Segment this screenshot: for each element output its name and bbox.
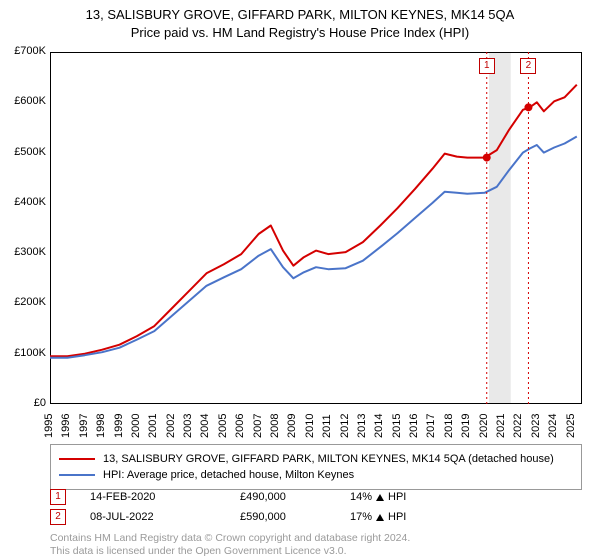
y-axis-tick-label: £200K bbox=[0, 296, 46, 308]
x-axis-tick-label: 2017 bbox=[425, 409, 439, 443]
x-axis-tick-label: 2015 bbox=[391, 409, 405, 443]
x-axis-tick-label: 2007 bbox=[252, 409, 266, 443]
x-axis-tick-label: 2008 bbox=[269, 409, 283, 443]
chart-svg bbox=[50, 52, 582, 404]
x-axis-tick-label: 2023 bbox=[530, 409, 544, 443]
sale-date: 08-JUL-2022 bbox=[90, 511, 240, 523]
x-axis-tick-label: 2011 bbox=[321, 409, 335, 443]
x-axis-tick-label: 2002 bbox=[165, 409, 179, 443]
x-axis-tick-label: 2014 bbox=[373, 409, 387, 443]
y-axis-tick-label: £400K bbox=[0, 196, 46, 208]
x-axis-tick-label: 2000 bbox=[130, 409, 144, 443]
legend-row: 13, SALISBURY GROVE, GIFFARD PARK, MILTO… bbox=[59, 451, 573, 467]
y-axis-tick-label: £100K bbox=[0, 347, 46, 359]
x-axis-tick-label: 1999 bbox=[113, 409, 127, 443]
x-axis-tick-label: 2001 bbox=[147, 409, 161, 443]
sale-date: 14-FEB-2020 bbox=[90, 491, 240, 503]
y-axis-tick-label: £600K bbox=[0, 95, 46, 107]
x-axis-tick-label: 2005 bbox=[217, 409, 231, 443]
x-axis-tick-label: 2003 bbox=[182, 409, 196, 443]
x-axis-tick-label: 2004 bbox=[199, 409, 213, 443]
legend-swatch bbox=[59, 474, 95, 476]
x-axis-tick-label: 1998 bbox=[95, 409, 109, 443]
footer: Contains HM Land Registry data © Crown c… bbox=[50, 532, 582, 558]
sale-pct: 17% HPI bbox=[350, 511, 450, 523]
legend-box: 13, SALISBURY GROVE, GIFFARD PARK, MILTO… bbox=[50, 444, 582, 490]
sale-index-badge: 1 bbox=[50, 489, 66, 505]
x-axis-tick-label: 2024 bbox=[547, 409, 561, 443]
x-axis-tick-label: 2021 bbox=[495, 409, 509, 443]
sale-index-badge: 2 bbox=[50, 509, 66, 525]
sale-price: £490,000 bbox=[240, 491, 350, 503]
x-axis-tick-label: 1996 bbox=[60, 409, 74, 443]
x-axis-tick-label: 2020 bbox=[478, 409, 492, 443]
x-axis-tick-label: 2012 bbox=[339, 409, 353, 443]
arrow-up-icon bbox=[376, 514, 384, 521]
x-axis-tick-label: 2010 bbox=[304, 409, 318, 443]
y-axis-tick-label: £0 bbox=[0, 397, 46, 409]
footer-line-1: Contains HM Land Registry data © Crown c… bbox=[50, 532, 582, 545]
sale-row: 1 14-FEB-2020 £490,000 14% HPI bbox=[50, 489, 582, 505]
legend-label: HPI: Average price, detached house, Milt… bbox=[103, 467, 354, 483]
chart-marker-badge: 1 bbox=[479, 58, 495, 74]
title-block: 13, SALISBURY GROVE, GIFFARD PARK, MILTO… bbox=[0, 0, 600, 42]
title-line-2: Price paid vs. HM Land Registry's House … bbox=[0, 24, 600, 42]
x-axis-tick-label: 2009 bbox=[286, 409, 300, 443]
y-axis-tick-label: £500K bbox=[0, 146, 46, 158]
x-axis-tick-label: 2016 bbox=[408, 409, 422, 443]
x-axis-tick-label: 2019 bbox=[460, 409, 474, 443]
arrow-up-icon bbox=[376, 494, 384, 501]
sale-pct: 14% HPI bbox=[350, 491, 450, 503]
legend-label: 13, SALISBURY GROVE, GIFFARD PARK, MILTO… bbox=[103, 451, 554, 467]
x-axis-tick-label: 2006 bbox=[234, 409, 248, 443]
title-line-1: 13, SALISBURY GROVE, GIFFARD PARK, MILTO… bbox=[0, 6, 600, 24]
y-axis-tick-label: £700K bbox=[0, 45, 46, 57]
x-axis-tick-label: 2013 bbox=[356, 409, 370, 443]
legend-row: HPI: Average price, detached house, Milt… bbox=[59, 467, 573, 483]
chart-plot-area bbox=[50, 52, 582, 404]
sale-row: 2 08-JUL-2022 £590,000 17% HPI bbox=[50, 509, 582, 525]
x-axis-tick-label: 2018 bbox=[443, 409, 457, 443]
legend-swatch bbox=[59, 458, 95, 460]
x-axis-tick-label: 1995 bbox=[43, 409, 57, 443]
x-axis-tick-label: 2025 bbox=[565, 409, 579, 443]
x-axis-tick-label: 1997 bbox=[78, 409, 92, 443]
sale-price: £590,000 bbox=[240, 511, 350, 523]
x-axis-tick-label: 2022 bbox=[512, 409, 526, 443]
chart-marker-badge: 2 bbox=[520, 58, 536, 74]
y-axis-tick-label: £300K bbox=[0, 246, 46, 258]
footer-line-2: This data is licensed under the Open Gov… bbox=[50, 545, 582, 558]
